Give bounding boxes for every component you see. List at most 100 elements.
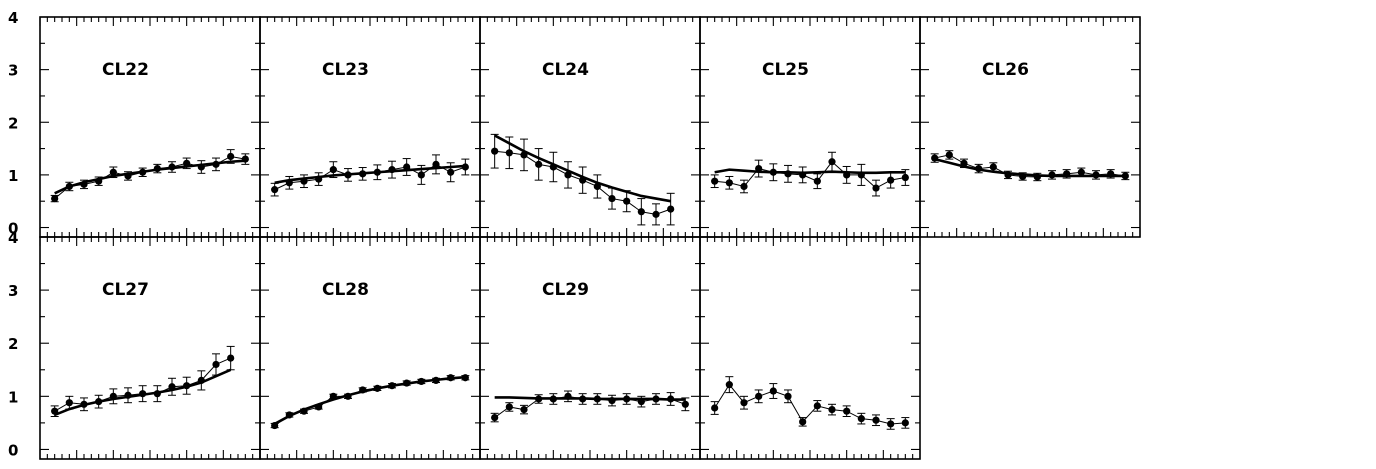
panel-cl27: CL27 [39, 236, 261, 460]
panel-cl26: CL26 [919, 16, 1141, 238]
data-point [168, 383, 176, 391]
data-point [168, 163, 176, 171]
data-point [183, 382, 191, 390]
data-point [1063, 170, 1071, 178]
data-point [197, 163, 205, 171]
panel-frame [699, 236, 921, 460]
data-point [1107, 170, 1115, 178]
panel-frame [699, 16, 921, 238]
data-point [227, 354, 235, 362]
data-point [1077, 168, 1085, 176]
data-point [799, 171, 807, 179]
data-point [300, 177, 308, 185]
data-point [681, 400, 689, 408]
data-point [373, 384, 381, 392]
data-point [271, 186, 279, 194]
data-point [564, 392, 572, 400]
y-tick-label: 0 [8, 220, 18, 238]
data-point [95, 398, 103, 406]
data-point [212, 160, 220, 168]
y-tick-label: 2 [8, 335, 18, 353]
data-point [344, 392, 352, 400]
data-point [755, 392, 763, 400]
data-point [725, 179, 733, 187]
panel-cl23: CL23 [259, 16, 481, 238]
data-point [1033, 173, 1041, 181]
data-point [109, 392, 117, 400]
data-point [285, 411, 293, 419]
data-point [300, 407, 308, 415]
data-point [901, 419, 909, 427]
panel-cl22: CL22 [39, 16, 261, 238]
data-point [388, 382, 396, 390]
data-point [872, 184, 880, 192]
data-point [901, 173, 909, 182]
data-point [564, 171, 572, 179]
data-point [447, 168, 455, 176]
y-tick-label: 0 [8, 441, 18, 459]
data-point [652, 210, 660, 218]
data-point [813, 402, 821, 410]
panel-frame [39, 236, 261, 460]
y-tick-label: 1 [8, 167, 18, 185]
data-point [784, 392, 792, 400]
data-point [769, 168, 777, 176]
data-point [549, 163, 557, 171]
model-line [274, 375, 466, 426]
panel-frame [919, 16, 1141, 238]
data-point [461, 163, 469, 171]
data-point [359, 386, 367, 394]
data-point [637, 208, 645, 216]
data-point [1048, 171, 1056, 179]
data-point [403, 163, 411, 171]
data-point [124, 172, 132, 180]
data-point [271, 421, 279, 430]
panel-frame [259, 16, 481, 238]
y-tick-label: 3 [8, 282, 18, 300]
panel-frame [39, 16, 261, 238]
data-point [388, 166, 396, 174]
data-point [828, 158, 836, 166]
data-point [637, 398, 645, 406]
data-point [579, 176, 587, 184]
panel-frame [479, 16, 701, 238]
panel-cl24: CL24 [479, 16, 701, 238]
data-point [329, 166, 337, 174]
panel-cl28: CL28 [259, 236, 481, 460]
data-point [461, 374, 469, 382]
data-point [491, 413, 499, 422]
panel-unlabeled [699, 236, 921, 460]
data-point [608, 194, 616, 203]
data-point [784, 170, 792, 178]
panel-label: CL29 [542, 280, 589, 300]
data-point [535, 395, 543, 403]
data-point [799, 418, 807, 426]
data-point [931, 154, 939, 162]
data-point [447, 374, 455, 382]
data-point [51, 194, 59, 203]
panel-label: CL22 [102, 60, 149, 80]
panel-cl29: CL29 [479, 236, 701, 460]
data-point [212, 360, 220, 369]
panel-label: CL27 [102, 280, 149, 300]
data-point [505, 403, 513, 411]
data-point [241, 155, 249, 163]
data-point [373, 168, 381, 176]
data-point [579, 395, 587, 403]
data-point [623, 197, 631, 205]
data-point [432, 376, 440, 384]
data-point [593, 182, 601, 191]
data-point [359, 170, 367, 178]
data-point [989, 163, 997, 171]
panel-cl25: CL25 [699, 16, 921, 238]
data-point [153, 164, 161, 173]
y-tick-label: 1 [8, 388, 18, 406]
data-point [945, 151, 953, 159]
data-point [623, 395, 631, 403]
data-point [843, 171, 851, 179]
data-point [95, 177, 103, 185]
data-point [139, 168, 147, 176]
data-point [51, 407, 59, 415]
data-point [975, 164, 983, 173]
